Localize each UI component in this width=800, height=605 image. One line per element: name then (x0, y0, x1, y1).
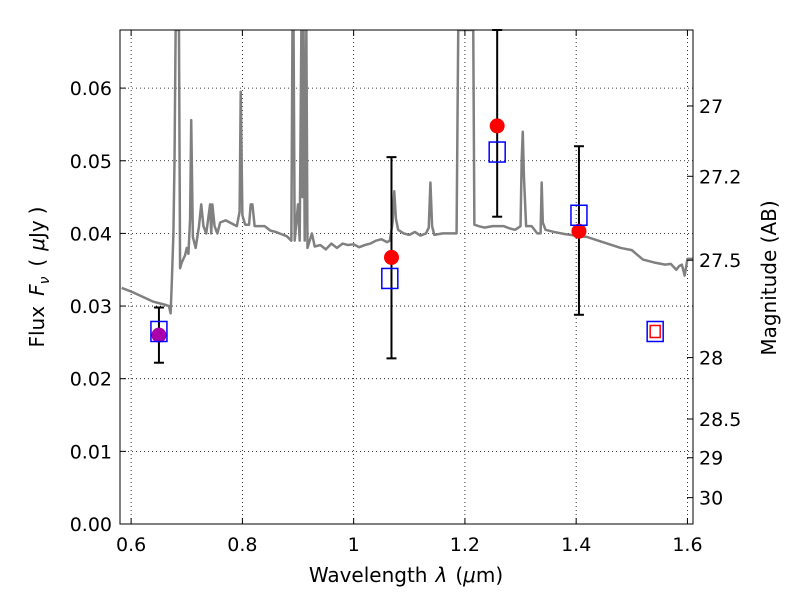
measured-flux-point (383, 249, 399, 265)
x-tick-label: 1.4 (561, 534, 591, 556)
y2-tick-label: 28 (699, 348, 723, 370)
y-axis-label: FluxFν(μJy) (25, 206, 53, 347)
y-tick-label: 0.03 (70, 296, 112, 318)
y2-tick-label: 27 (699, 96, 723, 118)
model-flux-square (570, 204, 588, 226)
x-tick-label: 1 (348, 534, 360, 556)
model-flux-square (381, 267, 399, 290)
measured-flux-point (489, 118, 505, 134)
x-tick-label: 0.8 (227, 534, 257, 556)
x-tick-label: 1.2 (450, 534, 480, 556)
x-ticks: 0.6 0.8 1 1.2 1.4 1.6 (116, 30, 703, 556)
y2-tick-label: 27.5 (699, 250, 741, 272)
y-tick-label: 0.01 (70, 441, 112, 463)
y-tick-label: 0.06 (70, 78, 112, 100)
model-flux-square-inner (649, 324, 661, 339)
marks-layer (150, 29, 664, 364)
y2-tick-label: 28.5 (699, 409, 741, 431)
model-flux-square (150, 320, 168, 343)
x-tick-label: 1.6 (672, 534, 702, 556)
y-tick-label: 0.00 (70, 514, 112, 536)
measured-flux-point (571, 223, 587, 239)
model-flux-square (646, 320, 664, 343)
y-tick-label: 0.05 (70, 151, 112, 173)
spectrum-layer (121, 30, 693, 315)
plot-frame (119, 29, 694, 525)
x-tick-label: 0.6 (116, 534, 146, 556)
plot-background (120, 30, 693, 524)
measured-flux-point (151, 327, 167, 343)
y-tick-label: 0.02 (70, 369, 112, 391)
y2-axis-label: Magnitude (AB) (757, 200, 781, 355)
y2-tick-label: 30 (699, 488, 723, 510)
y-ticks: 0.00 0.01 0.02 0.03 0.04 0.05 0.06 (70, 78, 126, 536)
x-axis-label: Wavelength λ (μm) (309, 563, 503, 587)
y2-tick-label: 27.2 (699, 166, 741, 188)
y2-tick-label: 29 (699, 448, 723, 470)
model-flux-square (488, 141, 506, 163)
y2-ticks: 27 27.2 27.5 28 28.5 29 30 (687, 96, 741, 510)
template-spectrum-line (121, 30, 693, 315)
y-tick-label: 0.04 (70, 223, 112, 245)
